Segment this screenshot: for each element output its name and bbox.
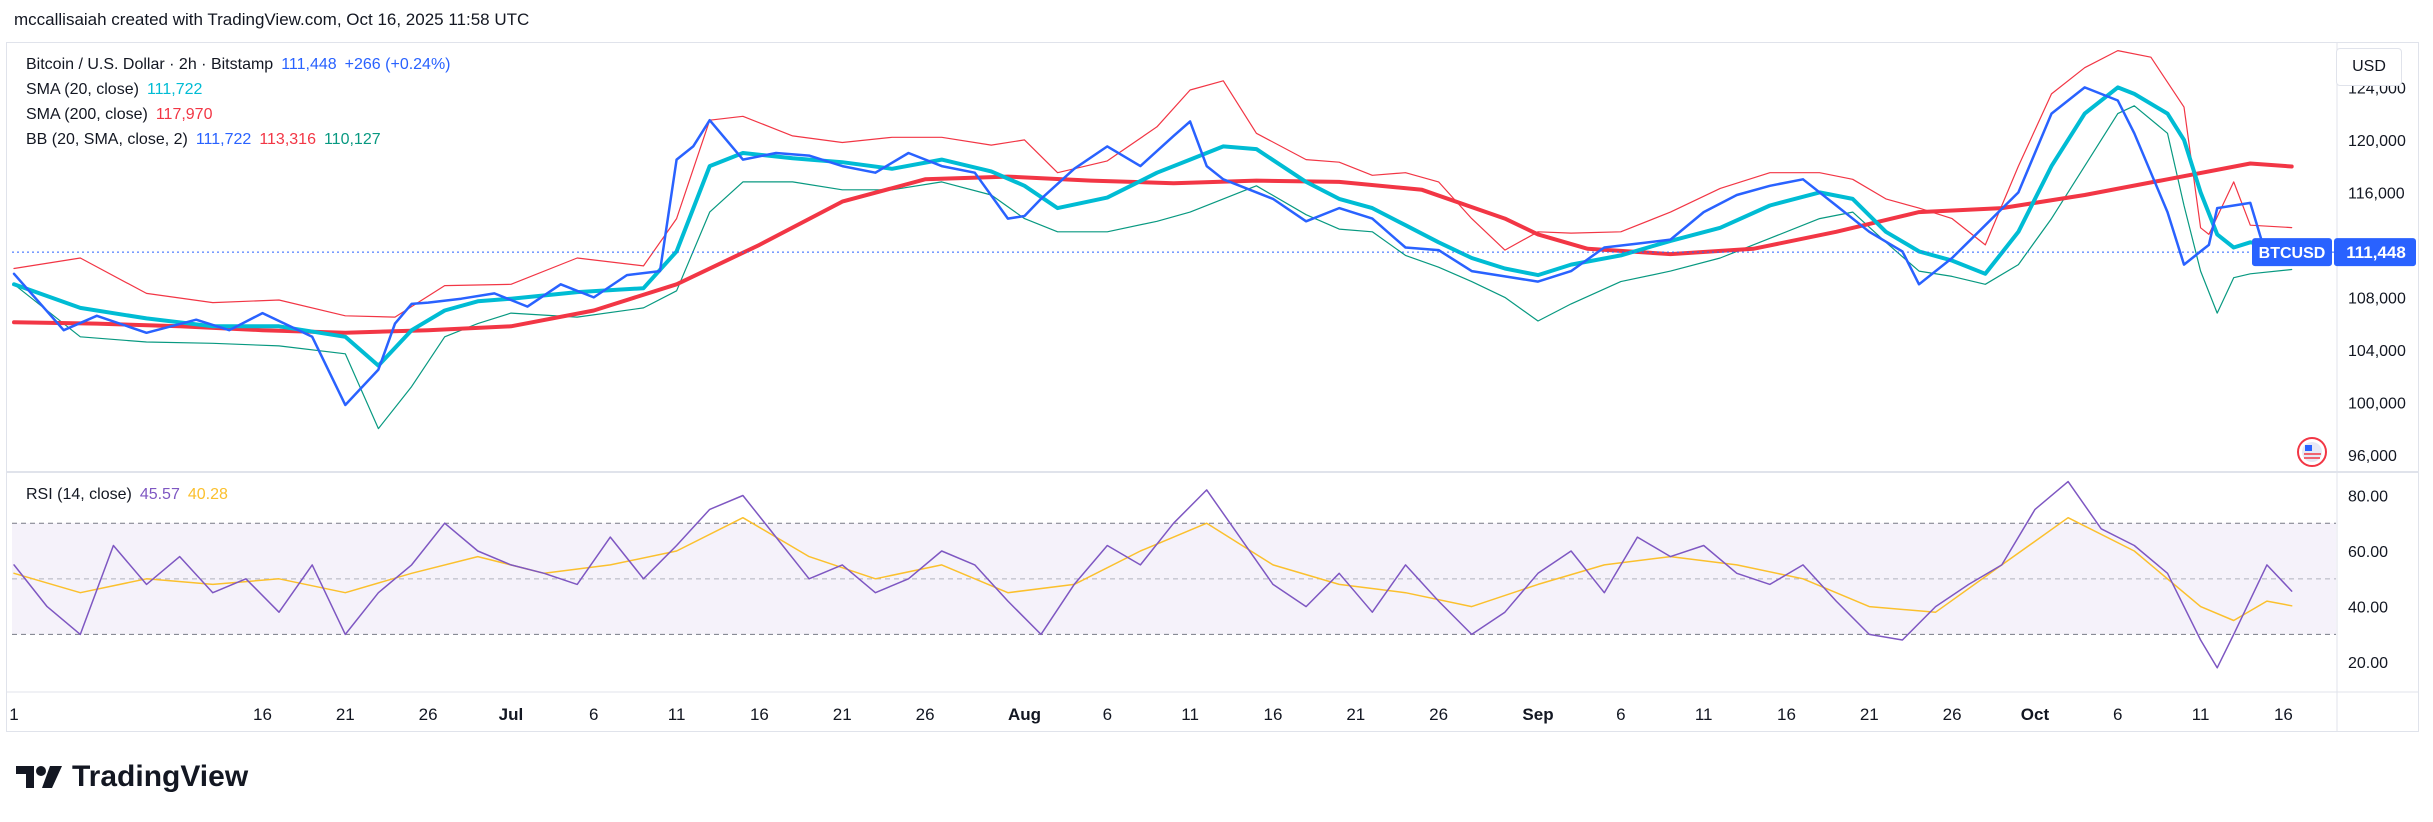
bb-label: BB (20, SMA, close, 2) [26, 131, 188, 148]
legend-sma20[interactable]: SMA (20, close) 111,722 [26, 80, 210, 100]
time-tick-label: 11 [1695, 705, 1713, 724]
bb-basis-value: 111,722 [195, 131, 252, 148]
badge-symbol: BTCUSD [2259, 245, 2326, 262]
price-tick-label: 108,000 [2348, 290, 2406, 307]
time-tick-label: 21 [1860, 705, 1879, 724]
time-tick-label: 26 [1943, 705, 1962, 724]
rsi-label: RSI (14, close) [26, 486, 132, 503]
legend-sma200[interactable]: SMA (200, close) 117,970 [26, 105, 220, 125]
last-price-badge[interactable]: BTCUSD 111,448 [2252, 238, 2416, 267]
time-tick-label: 21 [336, 705, 355, 724]
tradingview-logo-icon [16, 766, 62, 788]
symbol-title: Bitcoin / U.S. Dollar · 2h · Bitstamp [26, 56, 274, 73]
price-tick-label: 120,000 [2348, 133, 2406, 150]
tradingview-logo: TradingView [16, 760, 248, 794]
chart-frame[interactable] [6, 42, 2419, 732]
rsi-tick-label: 20.00 [2348, 655, 2388, 672]
time-tick-label: 26 [916, 705, 935, 724]
time-tick-label: Jul [499, 705, 524, 724]
time-tick-label: 6 [2113, 705, 2122, 724]
bb-lower-value: 110,127 [323, 131, 381, 148]
sma20-value: 111,722 [146, 81, 203, 98]
series-sma20-line[interactable] [12, 85, 2294, 368]
sma20-label: SMA (20, close) [26, 81, 139, 98]
time-tick-label: 16 [750, 705, 769, 724]
time-tick-label: 26 [419, 705, 438, 724]
time-tick-label: 16 [2274, 705, 2293, 724]
time-tick-label: Aug [1008, 705, 1041, 724]
series-sma200-line[interactable] [12, 161, 2294, 335]
time-tick-label: Sep [1522, 705, 1553, 724]
series-bb-lower-line[interactable] [13, 105, 2293, 430]
rsi-tick-label: 60.00 [2348, 544, 2388, 561]
legend-bb[interactable]: BB (20, SMA, close, 2) 111,722 113,316 110,… [26, 130, 389, 150]
price-tick-label: 116,000 [2348, 185, 2405, 202]
time-tick-label: 21 [833, 705, 852, 724]
rsi-ma-value: 40.28 [187, 486, 228, 503]
time-tick-label: 6 [1103, 705, 1112, 724]
price-tick-label: 100,000 [2348, 395, 2406, 412]
bb-upper-value: 113,316 [259, 131, 316, 148]
attribution-text: mccallisaiah created with TradingView.co… [14, 10, 530, 29]
last-price-value: 111,448 [281, 56, 337, 73]
price-tick-label: 104,000 [2348, 343, 2406, 360]
rsi-value: 45.57 [139, 486, 180, 503]
time-tick-label: 1 [9, 705, 18, 724]
time-tick-label: 6 [1616, 705, 1625, 724]
time-tick-label: 21 [1346, 705, 1365, 724]
legend-rsi[interactable]: RSI (14, close) 45.57 40.28 [26, 485, 236, 505]
us-flag-icon[interactable] [2297, 437, 2327, 467]
series-price-line[interactable] [12, 86, 2293, 407]
price-tick-label: 96,000 [2348, 448, 2397, 465]
currency-button[interactable]: USD [2336, 48, 2402, 86]
rsi-tick-label: 40.00 [2348, 600, 2388, 617]
time-tick-label: 16 [1777, 705, 1796, 724]
time-tick-label: 6 [589, 705, 598, 724]
time-tick-label: 16 [253, 705, 272, 724]
time-tick-label: 11 [2192, 705, 2210, 724]
series-bb-upper-line[interactable] [13, 49, 2293, 318]
rsi-tick-label: 80.00 [2348, 488, 2388, 505]
time-tick-label: 11 [1181, 705, 1199, 724]
badge-price: 111,448 [2346, 243, 2406, 262]
sma200-label: SMA (200, close) [26, 106, 148, 123]
time-tick-label: 26 [1429, 705, 1448, 724]
time-tick-label: 11 [668, 705, 686, 724]
brand-name: TradingView [72, 760, 249, 793]
time-tick-label: 16 [1263, 705, 1282, 724]
legend-main[interactable]: Bitcoin / U.S. Dollar · 2h · Bitstamp 111… [26, 55, 459, 75]
price-change-value: +266 (+0.24%) [344, 56, 451, 73]
series-rsi-line[interactable] [13, 480, 2293, 669]
sma200-value: 117,970 [155, 106, 213, 123]
time-tick-label: Oct [2021, 705, 2050, 724]
